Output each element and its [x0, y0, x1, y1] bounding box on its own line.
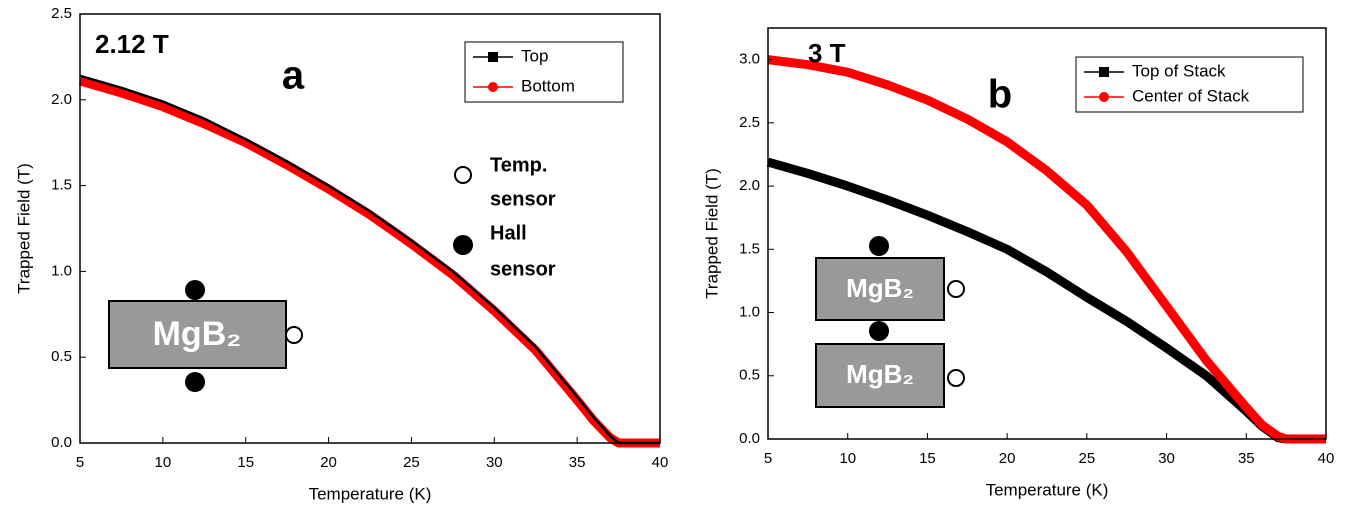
- panel-label: a: [282, 54, 305, 98]
- legend-marker: [488, 82, 498, 92]
- x-tick-label: 5: [764, 450, 772, 467]
- annotation: Hall: [490, 222, 527, 244]
- y-tick-label: 0.0: [739, 430, 760, 447]
- diagram-label: MgB₂: [153, 315, 242, 353]
- x-tick-label: 15: [919, 450, 936, 467]
- y-tick-label: 0.0: [51, 434, 72, 451]
- x-axis-title: Temperature (K): [986, 480, 1109, 499]
- temp-sensor-icon: [947, 280, 965, 298]
- x-tick-label: 5: [76, 454, 84, 471]
- y-axis-title: Trapped Field (T): [702, 168, 721, 299]
- hall-sensor-icon: [185, 280, 205, 300]
- legend-label: Top of Stack: [1132, 61, 1226, 80]
- plots: 5 10 15 20 25 30 35 40 0.0 0.5 1.0 1.5 2.0 2.5 Tempera…: [14, 5, 1334, 504]
- legend-marker: [1099, 92, 1109, 102]
- x-tick-label: 40: [652, 454, 669, 471]
- annotation: Temp.: [490, 154, 547, 176]
- field-label: 3 T: [808, 38, 846, 68]
- magnet-block: [815, 343, 945, 408]
- diagram-label: MgB₂: [846, 359, 914, 389]
- annotation: sensor: [490, 188, 556, 210]
- field-label: 2.12 T: [95, 29, 169, 59]
- plot-frame: [79, 13, 661, 444]
- hall-sensor-icon: [869, 236, 889, 256]
- diagram-label: MgB₂: [846, 273, 914, 303]
- hall-sensor-icon: [453, 235, 473, 255]
- x-tick-label: 35: [1238, 450, 1255, 467]
- y-axis-title: Trapped Field (T): [14, 163, 33, 294]
- sensor-diagram: [108, 166, 473, 392]
- legend-label: Bottom: [521, 76, 575, 95]
- y-tick-label: 1.5: [51, 177, 72, 194]
- hall-sensor-icon: [185, 372, 205, 392]
- y-tick-label: 1.5: [739, 240, 760, 257]
- magnet-block: [815, 257, 945, 321]
- temp-sensor-icon: [285, 326, 303, 344]
- y-tick-label: 2.0: [739, 177, 760, 194]
- y-tick-label: 2.0: [51, 91, 72, 108]
- y-tick-label: 1.0: [739, 304, 760, 321]
- data-line: [78, 76, 660, 448]
- data-line: [79, 74, 660, 445]
- y-tick-label: 2.5: [739, 114, 760, 131]
- y-tick-label: 0.5: [739, 367, 760, 384]
- legend-label: Center of Stack: [1132, 86, 1250, 105]
- temp-sensor-icon: [947, 369, 965, 387]
- hall-sensor-icon: [869, 321, 889, 341]
- x-tick-label: 40: [1318, 450, 1335, 467]
- legend-marker: [1099, 67, 1109, 77]
- temp-sensor-icon: [454, 166, 472, 184]
- plot-frame: [767, 27, 1327, 440]
- legend-marker: [488, 52, 498, 62]
- data-line: [767, 55, 1326, 444]
- sensor-diagram: [815, 236, 965, 408]
- x-axis-title: Temperature (K): [309, 484, 432, 503]
- x-tick-label: 35: [569, 454, 586, 471]
- x-tick-label: 15: [237, 454, 254, 471]
- x-tick-label: 20: [320, 454, 337, 471]
- legend-label: Top: [521, 46, 548, 65]
- panel-label: b: [988, 73, 1012, 117]
- legend-box: [1075, 56, 1304, 113]
- y-tick-label: 1.0: [51, 262, 72, 279]
- y-tick-label: 0.5: [51, 348, 72, 365]
- x-tick-label: 10: [155, 454, 172, 471]
- x-tick-label: 30: [486, 454, 503, 471]
- x-tick-label: 10: [839, 450, 856, 467]
- y-tick-label: 3.0: [739, 51, 760, 68]
- magnet-block: [108, 300, 287, 369]
- annotation: sensor: [490, 258, 556, 280]
- x-tick-label: 20: [999, 450, 1016, 467]
- x-tick-label: 25: [403, 454, 420, 471]
- x-tick-label: 25: [1079, 450, 1096, 467]
- x-tick-label: 30: [1158, 450, 1175, 467]
- y-tick-label: 2.5: [51, 5, 72, 22]
